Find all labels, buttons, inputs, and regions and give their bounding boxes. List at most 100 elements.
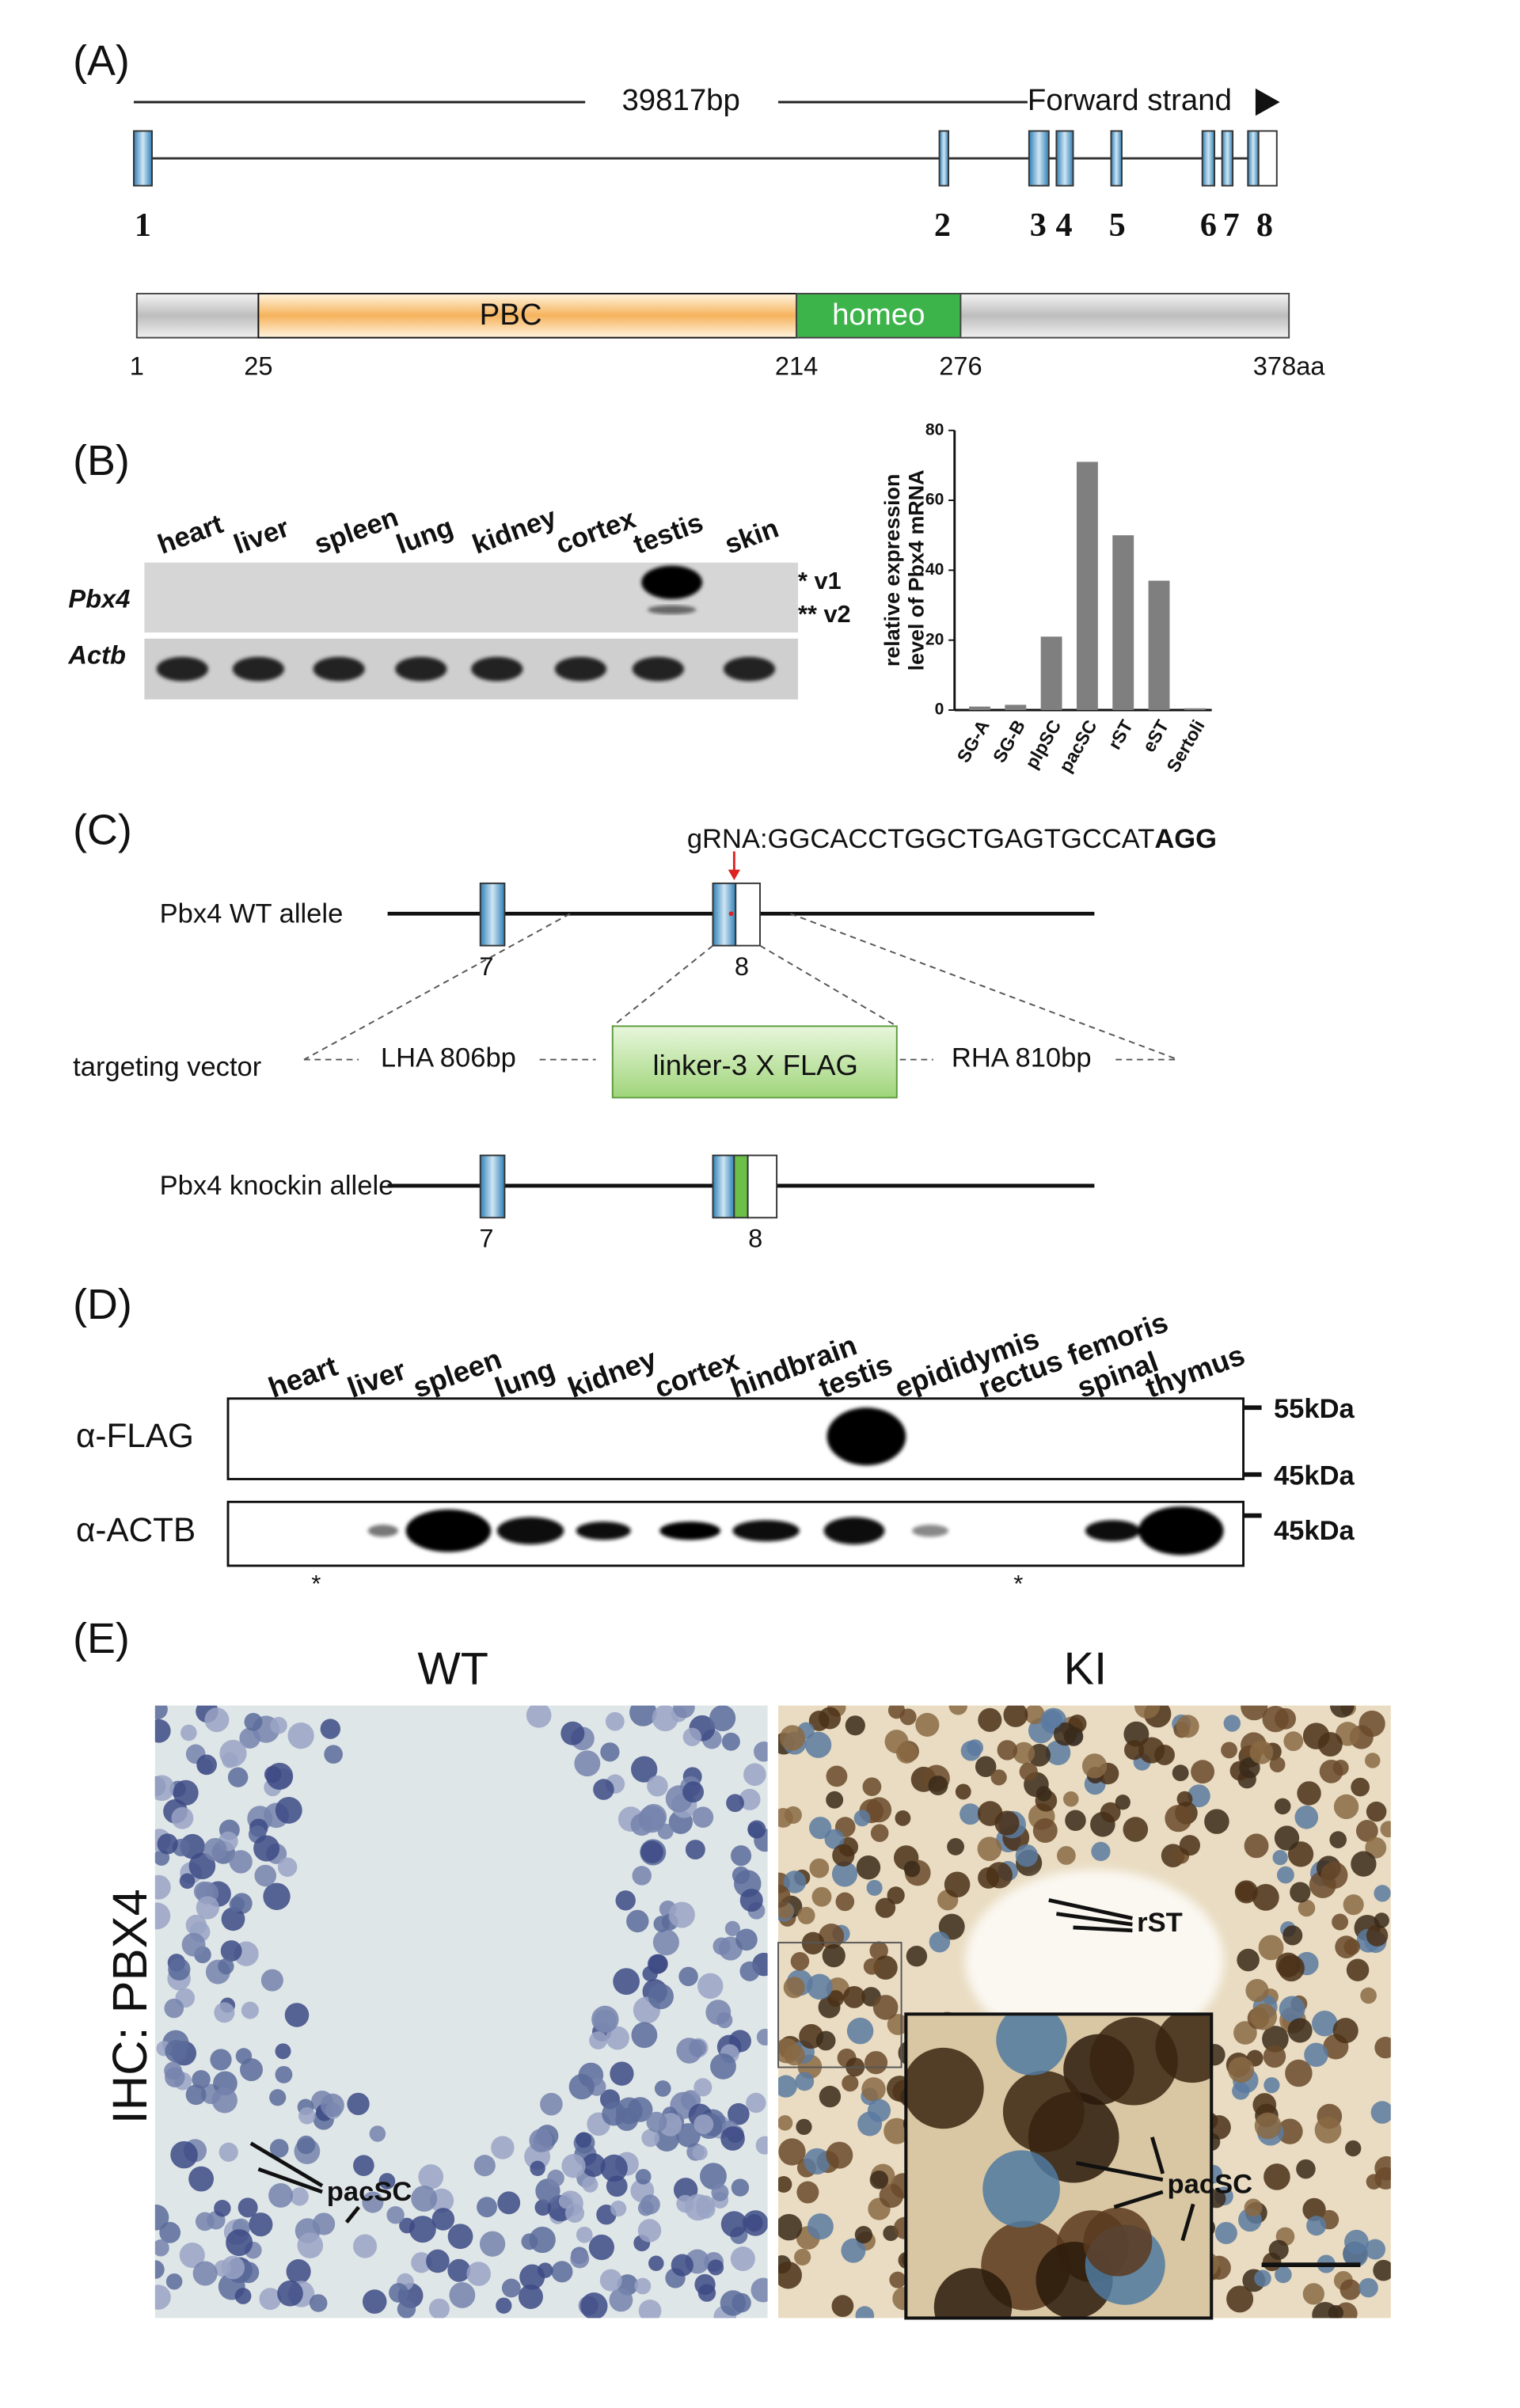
cell — [855, 2306, 875, 2319]
cell — [694, 2078, 712, 2097]
cell — [568, 2074, 595, 2100]
cell — [778, 2138, 806, 2166]
lane-label: liver — [230, 513, 293, 560]
bar — [1076, 461, 1098, 710]
cell — [411, 2186, 438, 2212]
panel-label: (E) — [73, 1615, 130, 1662]
cell — [978, 1707, 1002, 1732]
cell — [1360, 1987, 1377, 2004]
cell — [275, 2043, 291, 2060]
cell — [809, 1817, 832, 1840]
cell — [259, 2288, 282, 2311]
annotation: pacSC — [327, 2177, 412, 2207]
cell — [778, 2213, 803, 2241]
cell — [1015, 1844, 1039, 1867]
cell — [615, 1890, 636, 1911]
cell — [195, 2212, 215, 2231]
cell — [180, 1724, 197, 1741]
strand: Forward strand — [1028, 83, 1232, 117]
cell — [903, 1860, 921, 1878]
cell — [1355, 1820, 1378, 1842]
cell — [967, 1739, 984, 1757]
cell — [887, 1705, 906, 1719]
cell — [724, 1920, 740, 1937]
cell — [561, 2154, 586, 2178]
cell — [1332, 1913, 1349, 1931]
cell — [600, 2154, 628, 2182]
cell — [521, 2233, 538, 2250]
cell — [240, 2058, 263, 2082]
stain-label: IHC: PBX4 — [103, 1889, 158, 2124]
y-tick-label: 0 — [935, 701, 944, 719]
band — [912, 1525, 949, 1537]
cell — [214, 2200, 231, 2217]
cell — [889, 2271, 906, 2288]
cell — [1275, 1952, 1301, 1977]
cell — [263, 1882, 291, 1910]
cell — [362, 2289, 387, 2314]
cell — [431, 2208, 455, 2231]
cell — [1115, 1795, 1130, 1810]
cell — [324, 1745, 343, 1764]
cell — [1269, 1757, 1286, 1772]
grna: gRNA:GGCACCTGGCTGAGTGCCATAGG — [687, 824, 1217, 854]
cell — [1287, 2018, 1313, 2043]
y-axis-label-line: level of Pbx4 mRNA — [905, 469, 929, 670]
position: 276 — [939, 351, 982, 381]
row-label: α-FLAG — [76, 1417, 194, 1454]
cell — [960, 1803, 982, 1825]
cell — [1296, 2159, 1316, 2179]
cell — [588, 2234, 614, 2261]
cell — [826, 2141, 853, 2169]
cell — [826, 1791, 844, 1809]
exon-number: 8 — [735, 951, 749, 981]
cell — [157, 1833, 178, 1855]
cell — [906, 1946, 928, 1967]
y-tick-label: 20 — [925, 630, 944, 648]
cell — [709, 1705, 736, 1732]
cell — [426, 2249, 450, 2273]
cell — [609, 2288, 633, 2312]
cell — [642, 1966, 658, 1982]
cell — [1283, 1731, 1304, 1752]
cell — [637, 2219, 662, 2243]
cell — [519, 2264, 545, 2290]
cell — [238, 2197, 258, 2218]
exon-number: 1 — [135, 207, 151, 244]
band — [1138, 1506, 1224, 1555]
cell — [784, 1806, 802, 1824]
cell — [1374, 2155, 1391, 2181]
cell — [720, 2290, 747, 2316]
cell — [576, 2132, 592, 2148]
cell — [218, 1958, 234, 1975]
cell — [720, 2126, 745, 2151]
homology-arm: RHA 810bp — [952, 1043, 1092, 1073]
band — [659, 1521, 721, 1540]
band — [632, 656, 684, 682]
cell — [1351, 1851, 1377, 1877]
cell — [1274, 1798, 1291, 1815]
cell — [1138, 1737, 1165, 1764]
cell — [582, 2176, 598, 2193]
cell — [716, 2011, 733, 2029]
cell — [185, 1914, 207, 1936]
cell — [648, 2255, 664, 2272]
cell — [694, 2114, 714, 2135]
lane-label: testis — [629, 507, 707, 560]
cell — [822, 1944, 846, 1968]
cell — [1364, 1753, 1381, 1768]
cell — [869, 2171, 889, 2190]
position: 378aa — [1253, 351, 1326, 381]
cell — [1244, 2198, 1263, 2217]
cell — [286, 2259, 311, 2285]
cell — [226, 2229, 253, 2257]
x-tick-label: eST — [1138, 716, 1173, 756]
cell — [173, 1779, 199, 1806]
panel-b: (B) Pbx4 Actb * v1 ** v2 heart liver splee… — [67, 420, 1212, 776]
cell — [1345, 2140, 1362, 2157]
cell — [602, 2102, 626, 2126]
bar — [1148, 580, 1170, 710]
cell — [1279, 1996, 1305, 2022]
cell — [1226, 2285, 1254, 2313]
